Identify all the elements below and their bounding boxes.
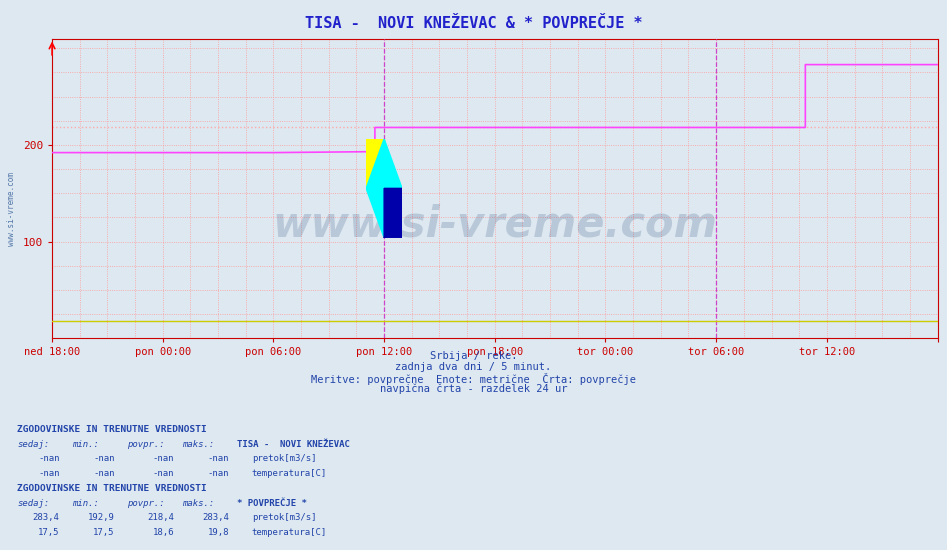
Text: -nan: -nan — [152, 469, 174, 478]
Polygon shape — [366, 139, 384, 188]
Text: Srbija / reke.: Srbija / reke. — [430, 351, 517, 361]
Text: maks.:: maks.: — [182, 499, 214, 508]
Text: Meritve: povprečne  Enote: metrične  Črta: povprečje: Meritve: povprečne Enote: metrične Črta:… — [311, 373, 636, 385]
Text: -nan: -nan — [38, 454, 60, 464]
Text: TISA -  NOVI KNEŽEVAC & * POVPREČJE *: TISA - NOVI KNEŽEVAC & * POVPREČJE * — [305, 15, 642, 31]
Text: -nan: -nan — [93, 469, 115, 478]
Text: povpr.:: povpr.: — [127, 440, 165, 449]
Text: -nan: -nan — [207, 469, 229, 478]
Text: 18,6: 18,6 — [152, 527, 174, 537]
Text: 192,9: 192,9 — [88, 513, 115, 522]
Text: maks.:: maks.: — [182, 440, 214, 449]
Text: TISA -  NOVI KNEŽEVAC: TISA - NOVI KNEŽEVAC — [237, 440, 349, 449]
Text: navpična črta - razdelek 24 ur: navpična črta - razdelek 24 ur — [380, 384, 567, 394]
Text: min.:: min.: — [72, 499, 98, 508]
Text: sedaj:: sedaj: — [17, 499, 49, 508]
Text: -nan: -nan — [93, 454, 115, 464]
Text: pretok[m3/s]: pretok[m3/s] — [252, 454, 316, 464]
Text: min.:: min.: — [72, 440, 98, 449]
Text: 17,5: 17,5 — [38, 527, 60, 537]
Text: -nan: -nan — [207, 454, 229, 464]
Text: temperatura[C]: temperatura[C] — [252, 469, 327, 478]
Text: ZGODOVINSKE IN TRENUTNE VREDNOSTI: ZGODOVINSKE IN TRENUTNE VREDNOSTI — [17, 425, 206, 434]
Text: sedaj:: sedaj: — [17, 440, 49, 449]
Text: povpr.:: povpr.: — [127, 499, 165, 508]
Text: zadnja dva dni / 5 minut.: zadnja dva dni / 5 minut. — [396, 362, 551, 372]
Text: 283,4: 283,4 — [33, 513, 60, 522]
Text: 17,5: 17,5 — [93, 527, 115, 537]
Text: * POVPREČJE *: * POVPREČJE * — [237, 499, 307, 508]
Text: www.si-vreme.com: www.si-vreme.com — [273, 204, 717, 245]
Text: -nan: -nan — [38, 469, 60, 478]
Text: pretok[m3/s]: pretok[m3/s] — [252, 513, 316, 522]
Text: www.si-vreme.com: www.si-vreme.com — [7, 172, 16, 246]
Polygon shape — [384, 188, 402, 238]
Text: -nan: -nan — [152, 454, 174, 464]
Polygon shape — [366, 139, 402, 238]
Text: 19,8: 19,8 — [207, 527, 229, 537]
Text: temperatura[C]: temperatura[C] — [252, 527, 327, 537]
Text: 218,4: 218,4 — [148, 513, 174, 522]
Text: 283,4: 283,4 — [203, 513, 229, 522]
Polygon shape — [384, 188, 402, 238]
Text: ZGODOVINSKE IN TRENUTNE VREDNOSTI: ZGODOVINSKE IN TRENUTNE VREDNOSTI — [17, 483, 206, 493]
